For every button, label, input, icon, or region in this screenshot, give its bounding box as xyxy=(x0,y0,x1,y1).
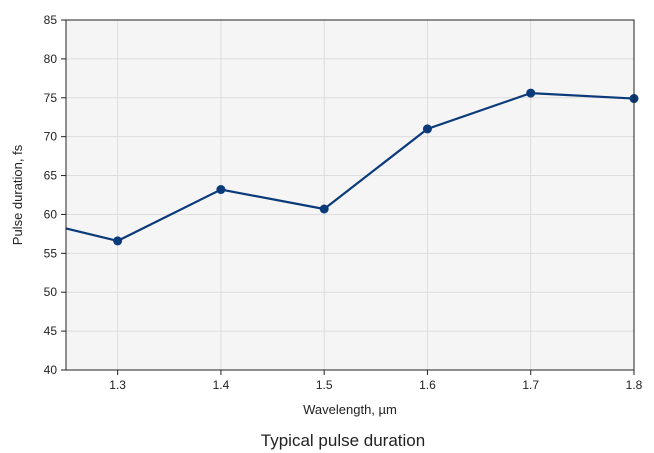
y-tick-label: 80 xyxy=(44,52,58,66)
x-tick-label: 1.8 xyxy=(626,378,643,392)
y-axis-label: Pulse duration, fs xyxy=(10,144,25,245)
x-tick-label: 1.4 xyxy=(213,378,230,392)
y-tick-label: 60 xyxy=(44,207,58,221)
data-point xyxy=(216,185,226,195)
y-tick-label: 65 xyxy=(44,169,58,183)
data-point xyxy=(422,124,432,134)
y-tick-label: 75 xyxy=(44,91,58,105)
x-tick-label: 1.5 xyxy=(316,378,333,392)
x-tick-label: 1.6 xyxy=(419,378,436,392)
plot-area xyxy=(66,20,634,370)
chart-caption: Typical pulse duration xyxy=(261,431,425,450)
data-point xyxy=(113,236,123,246)
y-tick-label: 50 xyxy=(44,285,58,299)
y-axis-ticks: 40 45 50 55 60 65 70 75 80 85 xyxy=(44,13,66,377)
x-tick-label: 1.3 xyxy=(109,378,126,392)
x-axis-label: Wavelength, µm xyxy=(303,402,397,417)
series-layer xyxy=(65,88,639,246)
y-tick-label: 55 xyxy=(44,246,58,260)
y-tick-label: 45 xyxy=(44,324,58,338)
y-tick-label: 40 xyxy=(44,363,58,377)
x-axis-ticks: 1.3 1.4 1.5 1.6 1.7 1.8 xyxy=(109,370,643,392)
y-tick-label: 70 xyxy=(44,130,58,144)
y-tick-label: 85 xyxy=(44,13,58,27)
data-point xyxy=(319,204,329,214)
plot-frame xyxy=(65,19,635,371)
x-tick-label: 1.7 xyxy=(522,378,539,392)
data-point xyxy=(526,88,536,98)
